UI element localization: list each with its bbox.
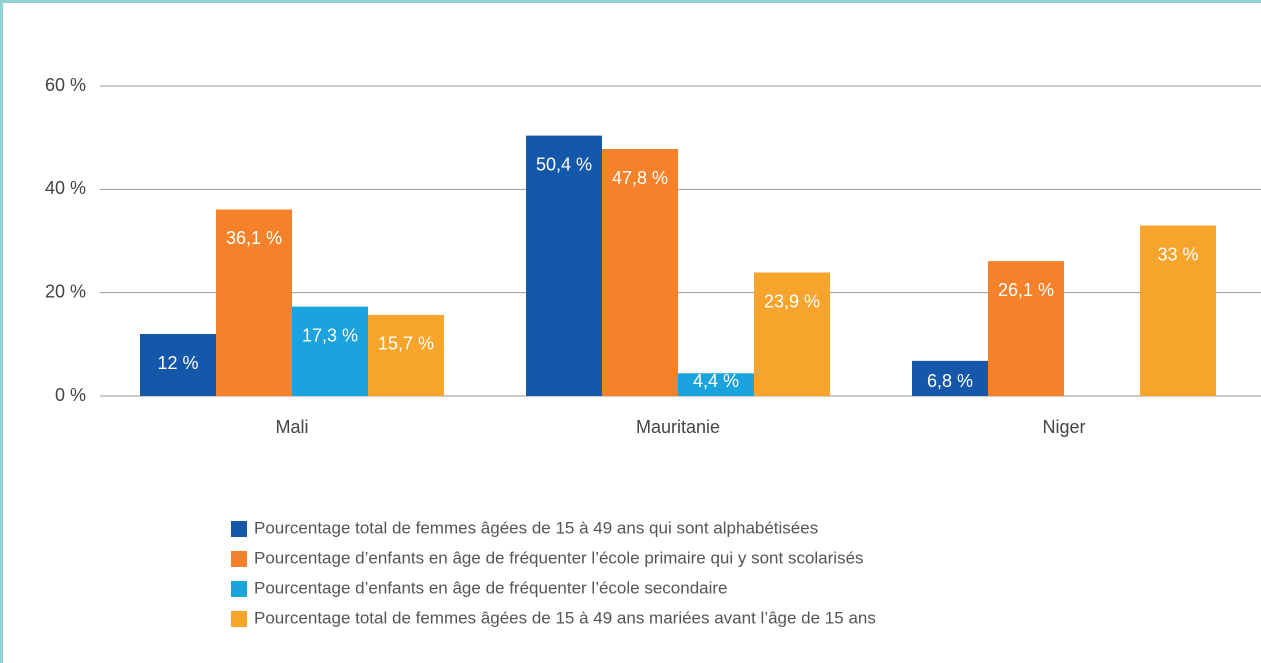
legend-label: Pourcentage d’enfants en âge de fréquent…: [254, 548, 864, 567]
bar: [988, 261, 1064, 396]
legend-label: Pourcentage total de femmes âgées de 15 …: [254, 608, 876, 627]
value-label: 47,8 %: [612, 168, 668, 188]
value-label: 26,1 %: [998, 280, 1054, 300]
bar: [912, 360, 988, 396]
value-label: 4,4 %: [693, 371, 739, 391]
bar: [368, 314, 444, 396]
x-tick-label: Mauritanie: [636, 417, 720, 437]
bar: [216, 209, 292, 396]
x-tick-label: Niger: [1042, 417, 1085, 437]
legend-label: Pourcentage total de femmes âgées de 15 …: [254, 518, 818, 537]
value-label: 6,8 %: [927, 371, 973, 391]
value-label: 12 %: [157, 353, 198, 373]
legend-swatch: [231, 551, 247, 567]
bar: [602, 149, 678, 396]
y-tick-label: 20 %: [45, 281, 86, 301]
value-label: 17,3 %: [302, 325, 358, 345]
value-label: 33 %: [1157, 244, 1198, 264]
bar: [678, 373, 754, 396]
value-label: 15,7 %: [378, 334, 434, 354]
bar: [754, 272, 830, 396]
legend-swatch: [231, 581, 247, 597]
bar: [526, 135, 602, 396]
legend-label: Pourcentage d’enfants en âge de fréquent…: [254, 578, 728, 597]
bar: [292, 306, 368, 396]
bar: [140, 334, 216, 396]
legend-swatch: [231, 521, 247, 537]
y-tick-label: 60 %: [45, 75, 86, 95]
legend-swatch: [231, 611, 247, 627]
y-tick-label: 40 %: [45, 178, 86, 198]
x-tick-label: Mali: [275, 417, 308, 437]
value-label: 50,4 %: [536, 154, 592, 174]
bar: [1140, 225, 1216, 396]
value-label: 23,9 %: [764, 291, 820, 311]
y-tick-label: 0 %: [55, 385, 86, 405]
value-label: 36,1 %: [226, 228, 282, 248]
